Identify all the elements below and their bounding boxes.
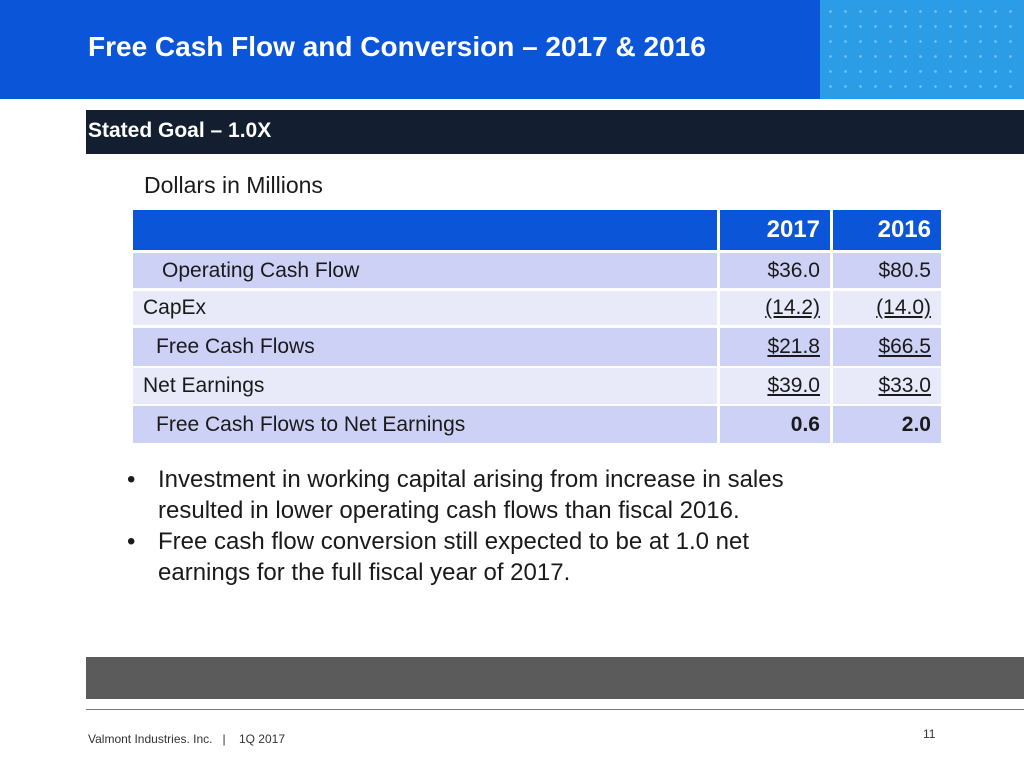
value-2017: (14.2) [765, 296, 820, 319]
value-2016: $80.5 [878, 258, 931, 282]
row-label: Operating Cash Flow [162, 258, 360, 282]
value-cell-2017: $39.0 [720, 368, 830, 404]
column-header-2017: 2017 [766, 216, 820, 243]
footer-band [86, 657, 1024, 699]
value-2016: $33.0 [878, 374, 931, 397]
value-2017: 0.6 [790, 412, 820, 436]
units-label: Dollars in Millions [144, 172, 323, 198]
row-label-cell: Free Cash Flows to Net Earnings [133, 406, 717, 443]
bullet-item: • Investment in working capital arising … [124, 464, 844, 526]
header-cell-2016: 2016 [833, 210, 941, 250]
bullet-text: Free cash flow conversion still expected… [158, 528, 749, 586]
value-2016: (14.0) [876, 296, 931, 319]
header-dot-pattern [820, 0, 1024, 99]
table-row: Free Cash Flows $21.8 $66.5 [133, 328, 941, 366]
bullet-list: • Investment in working capital arising … [124, 464, 844, 588]
row-label-cell: Net Earnings [133, 368, 717, 404]
value-cell-2017: (14.2) [720, 291, 830, 325]
row-label-cell: CapEx [133, 291, 717, 325]
table-row: Net Earnings $39.0 $33.0 [133, 368, 941, 404]
bullet-item: • Free cash flow conversion still expect… [124, 526, 844, 588]
footer-company: Valmont Industries. Inc. | 1Q 2017 [88, 732, 285, 746]
row-label: Free Cash Flows [156, 335, 315, 358]
goal-bar: Stated Goal – 1.0X [86, 110, 1024, 154]
value-cell-2017: $36.0 [720, 253, 830, 288]
page-number: 11 [923, 727, 936, 741]
column-header-2016: 2016 [877, 216, 931, 243]
header-blank-cell [133, 210, 717, 250]
value-cell-2016: $80.5 [833, 253, 941, 288]
bullet-marker: • [127, 466, 136, 493]
footer-divider [86, 709, 1024, 710]
header-cell-2017: 2017 [720, 210, 830, 250]
row-label-cell: Operating Cash Flow [133, 253, 717, 288]
value-2017: $21.8 [767, 335, 820, 358]
slide-title: Free Cash Flow and Conversion – 2017 & 2… [88, 31, 706, 62]
value-cell-2016: 2.0 [833, 406, 941, 443]
value-2017: $39.0 [767, 374, 820, 397]
value-cell-2016: (14.0) [833, 291, 941, 325]
table-row: CapEx (14.2) (14.0) [133, 291, 941, 325]
row-label: Free Cash Flows to Net Earnings [156, 412, 466, 436]
bullet-marker: • [127, 528, 136, 555]
table-row: Free Cash Flows to Net Earnings 0.6 2.0 [133, 406, 941, 443]
value-cell-2017: 0.6 [720, 406, 830, 443]
table-row: Operating Cash Flow $36.0 $80.5 [133, 253, 941, 288]
bullet-text: Investment in working capital arising fr… [158, 466, 784, 524]
slide-header: Free Cash Flow and Conversion – 2017 & 2… [0, 0, 820, 99]
value-cell-2017: $21.8 [720, 328, 830, 366]
goal-text: Stated Goal – 1.0X [88, 119, 272, 142]
value-cell-2016: $66.5 [833, 328, 941, 366]
table-header-row: 2017 2016 [133, 210, 941, 250]
row-label: CapEx [143, 296, 207, 319]
row-label: Net Earnings [143, 374, 265, 397]
value-2016: $66.5 [878, 335, 931, 358]
row-label-cell: Free Cash Flows [133, 328, 717, 366]
value-cell-2016: $33.0 [833, 368, 941, 404]
value-2016: 2.0 [901, 412, 931, 436]
value-2017: $36.0 [767, 258, 820, 282]
